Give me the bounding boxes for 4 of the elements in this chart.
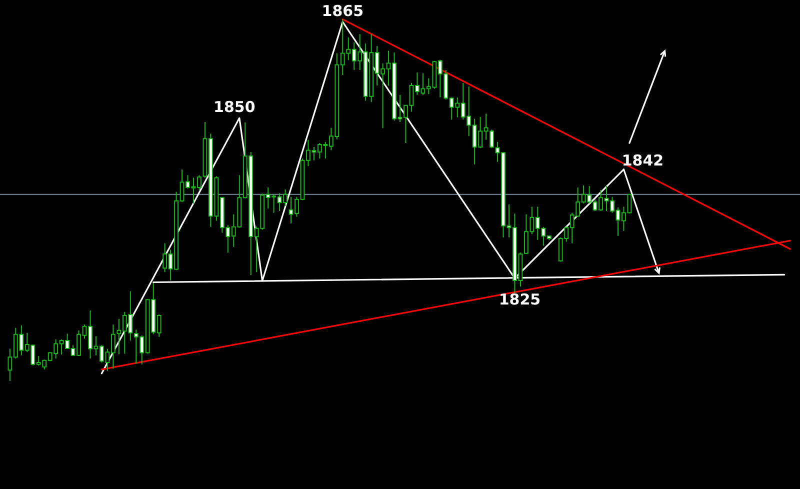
annotation: 1850 (214, 98, 256, 116)
annotation: 1865 (322, 2, 364, 20)
annotation: 1842 (622, 151, 664, 170)
annotation: 1825 (498, 290, 541, 308)
